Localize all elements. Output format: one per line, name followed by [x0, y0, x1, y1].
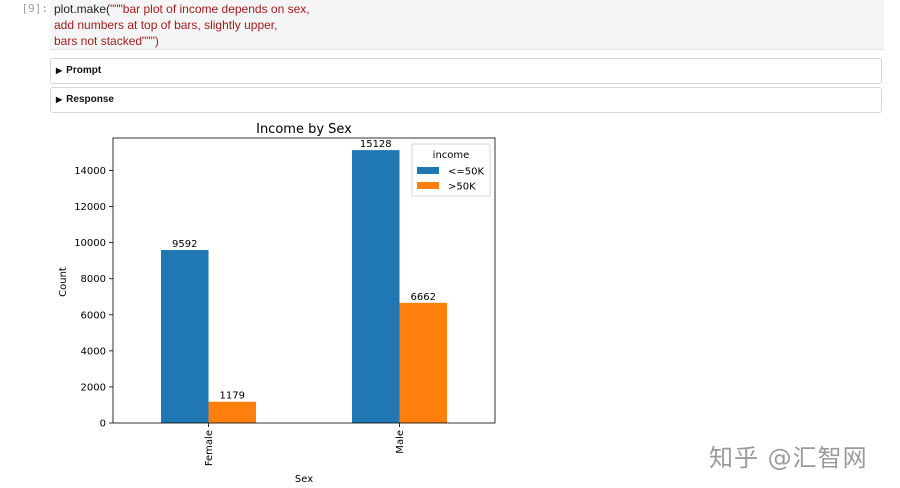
y-tick-label: 14000 [74, 166, 106, 177]
x-axis-label: Sex [295, 474, 313, 485]
y-axis-label: Count [58, 267, 69, 297]
plot-frame [112, 137, 496, 424]
legend-swatch [417, 167, 439, 174]
bar [161, 249, 209, 423]
code-string-line-2: add numbers at top of bars, slightly upp… [54, 18, 278, 32]
code-string-line-3: bars not stacked""") [54, 34, 159, 48]
y-tick-label: 10000 [74, 238, 106, 249]
code-cell-input[interactable]: plot.make("""bar plot of income depends … [50, 0, 884, 50]
x-tick-label: Female [204, 430, 215, 466]
y-tick-label: 6000 [81, 310, 106, 321]
cell-execution-count: [9]: [21, 2, 49, 15]
prompt-details-toggle[interactable]: ▶ Prompt [50, 58, 882, 84]
y-tick-label: 2000 [81, 382, 106, 393]
plot-area: 0 2000 4000 6000 8000 10000 12000 14000 Female 95… [74, 139, 447, 466]
legend-swatch [417, 182, 439, 189]
disclosure-triangle-icon: ▶ [56, 66, 63, 75]
bar-value-label: 1179 [220, 391, 245, 402]
legend-entry-label: >50K [448, 182, 476, 193]
code-string-line-1: """bar plot of income depends on sex, [110, 2, 310, 16]
legend-entry-label: <=50K [448, 167, 484, 178]
bar-value-label: 6662 [411, 292, 436, 303]
y-tick-label: 4000 [81, 346, 106, 357]
bar [352, 150, 400, 423]
legend: income <=50K >50K [411, 143, 491, 197]
x-tick-label: Male [395, 430, 406, 454]
y-tick-label: 12000 [74, 202, 106, 213]
bar-value-label: 9592 [172, 239, 197, 250]
y-tick-label: 8000 [81, 274, 106, 285]
disclosure-triangle-icon: ▶ [56, 95, 63, 104]
watermark: 知乎 @汇智网 [709, 444, 868, 472]
code-function-call: plot.make( [54, 2, 111, 16]
response-details-label: Response [66, 94, 114, 105]
y-tick-label: 0 [100, 419, 106, 430]
bar [208, 401, 256, 423]
chart-title: Income by Sex [256, 122, 352, 137]
prompt-details-label: Prompt [66, 65, 102, 76]
legend-title: income [433, 150, 470, 161]
response-details-toggle[interactable]: ▶ Response [50, 87, 882, 113]
bar-value-label: 15128 [360, 139, 392, 150]
bar [399, 302, 447, 423]
